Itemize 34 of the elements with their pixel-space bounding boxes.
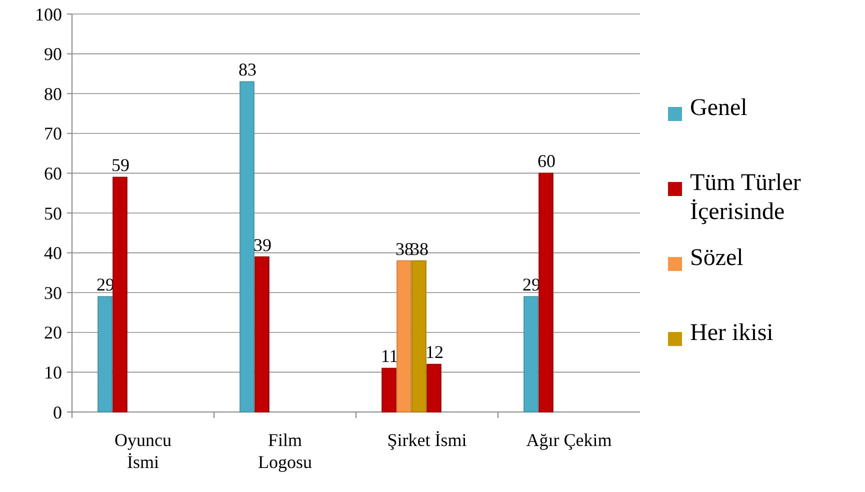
- x-tick-label: Şirket İsmi: [387, 430, 467, 450]
- y-tick-label: 80: [44, 84, 62, 104]
- bar: [254, 256, 270, 412]
- y-tick-label: 0: [53, 402, 62, 422]
- bar: [412, 260, 426, 412]
- y-tick-label: 30: [44, 282, 62, 303]
- data-label: 59: [112, 155, 130, 176]
- bar: [396, 260, 412, 412]
- y-tick-label: 100: [35, 4, 62, 24]
- y-tick-label: 70: [44, 124, 62, 144]
- bar: [524, 296, 538, 412]
- bar: [98, 296, 112, 412]
- legend-label: Genel: [690, 95, 748, 121]
- data-label: 38: [396, 238, 414, 259]
- x-tick-label: Film Logosu: [258, 430, 312, 472]
- data-label: 12: [426, 342, 444, 362]
- bar: [240, 81, 254, 412]
- legend-label: Sözel: [690, 245, 744, 271]
- legend-label: Her ikisi: [690, 320, 774, 346]
- bar: [112, 176, 128, 412]
- data-label: 83: [238, 60, 256, 80]
- y-tick-label: 10: [44, 362, 62, 382]
- data-label: 38: [410, 238, 428, 259]
- bar: [538, 172, 554, 412]
- y-tick-label: 90: [44, 44, 62, 64]
- y-tick-label: 50: [44, 203, 62, 224]
- x-tick-label: Ağır Çekim: [526, 430, 612, 450]
- y-tick-label: 60: [44, 164, 62, 184]
- data-label: 60: [538, 151, 556, 172]
- y-tick-label: 20: [44, 322, 62, 343]
- x-tick-label: Oyuncu İsmi: [114, 430, 172, 472]
- y-tick-label: 40: [44, 243, 62, 264]
- bar: [426, 364, 442, 412]
- legend-label: Tüm Türler İçerisinde: [690, 170, 801, 225]
